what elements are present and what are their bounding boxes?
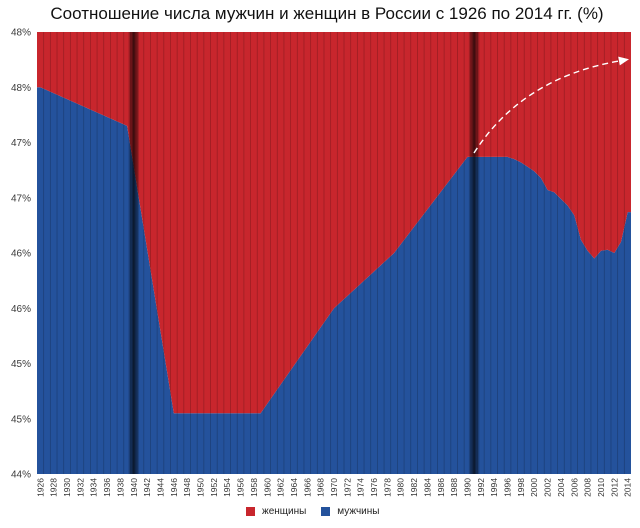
x-tick-label: 1942 <box>142 478 152 497</box>
x-tick-label: 1980 <box>396 478 406 497</box>
x-tick-label: 1976 <box>369 478 379 497</box>
highlight-band <box>128 32 140 474</box>
x-tick-label: 1948 <box>182 478 192 497</box>
x-tick-label: 1960 <box>262 478 272 497</box>
x-tick-label: 1936 <box>102 478 112 497</box>
y-tick-label: 44% <box>11 470 31 481</box>
x-tick-label: 1988 <box>449 478 459 497</box>
trend-arrow <box>473 60 620 154</box>
x-tick-label: 1926 <box>35 478 45 497</box>
chart-title: Соотношение числа мужчин и женщин в Росс… <box>50 4 604 23</box>
y-tick-label: 48% <box>11 28 31 39</box>
x-tick-label: 1958 <box>249 478 259 497</box>
x-tick-label: 1994 <box>489 478 499 497</box>
x-tick-label: 2012 <box>609 478 619 497</box>
x-tick-label: 1966 <box>302 478 312 497</box>
x-tick-label: 1974 <box>356 478 366 497</box>
x-tick-label: 2010 <box>596 478 606 497</box>
women-series-area <box>37 32 631 414</box>
y-tick-label: 45% <box>11 359 31 370</box>
x-tick-label: 1996 <box>502 478 512 497</box>
x-tick-label: 1964 <box>289 478 299 497</box>
x-tick-label: 1938 <box>115 478 125 497</box>
x-tick-label: 1956 <box>236 478 246 497</box>
men-series-area <box>37 87 631 475</box>
x-tick-label: 1982 <box>409 478 419 497</box>
x-tick-label: 1990 <box>462 478 472 497</box>
x-tick-label: 1970 <box>329 478 339 497</box>
x-tick-label: 1952 <box>209 478 219 497</box>
series-areas <box>37 32 631 475</box>
x-tick-label: 1940 <box>129 478 139 497</box>
x-tick-label: 1944 <box>155 478 165 497</box>
x-tick-label: 1984 <box>422 478 432 497</box>
x-tick-label: 1978 <box>382 478 392 497</box>
y-tick-label: 46% <box>11 304 31 315</box>
x-tick-label: 1934 <box>89 478 99 497</box>
x-tick-label: 2000 <box>529 478 539 497</box>
x-tick-label: 1946 <box>169 478 179 497</box>
year-gridlines <box>43 32 625 474</box>
x-tick-label: 1998 <box>516 478 526 497</box>
legend: женщины мужчины <box>246 506 379 517</box>
x-tick-label: 1962 <box>276 478 286 497</box>
x-tick-label: 2014 <box>623 478 633 497</box>
x-tick-label: 1928 <box>49 478 59 497</box>
y-tick-label: 46% <box>11 249 31 260</box>
x-tick-label: 1930 <box>62 478 72 497</box>
y-tick-label: 45% <box>11 414 31 425</box>
legend-swatch-men <box>321 507 331 516</box>
highlight-band <box>468 32 480 474</box>
y-axis-labels: 48% 48% 47% 47% 46% 46% 45% 45% 44% <box>11 28 31 481</box>
legend-item-men: мужчины <box>321 506 379 517</box>
x-tick-label: 1986 <box>436 478 446 497</box>
y-tick-label: 47% <box>11 193 31 204</box>
y-tick-label: 47% <box>11 138 31 149</box>
legend-label-men: мужчины <box>337 506 380 517</box>
legend-label-women: женщины <box>262 506 307 517</box>
highlight-bands <box>128 32 480 474</box>
x-tick-label: 1932 <box>75 478 85 497</box>
x-tick-label: 2008 <box>583 478 593 497</box>
legend-swatch-women <box>246 507 255 516</box>
x-tick-label: 1954 <box>222 478 232 497</box>
x-axis-labels: 1926 1928 1930 1932 1934 1936 1938 1940 1942 1944… <box>35 478 632 497</box>
x-tick-label: 1992 <box>476 478 486 497</box>
trend-arrow-head <box>618 56 629 66</box>
x-tick-label: 1950 <box>195 478 205 497</box>
x-tick-label: 2004 <box>556 478 566 497</box>
y-tick-label: 48% <box>11 83 31 94</box>
x-tick-label: 2006 <box>569 478 579 497</box>
x-tick-label: 1968 <box>316 478 326 497</box>
x-tick-label: 1972 <box>342 478 352 497</box>
legend-item-women: женщины <box>246 506 306 517</box>
x-tick-label: 2002 <box>543 478 553 497</box>
